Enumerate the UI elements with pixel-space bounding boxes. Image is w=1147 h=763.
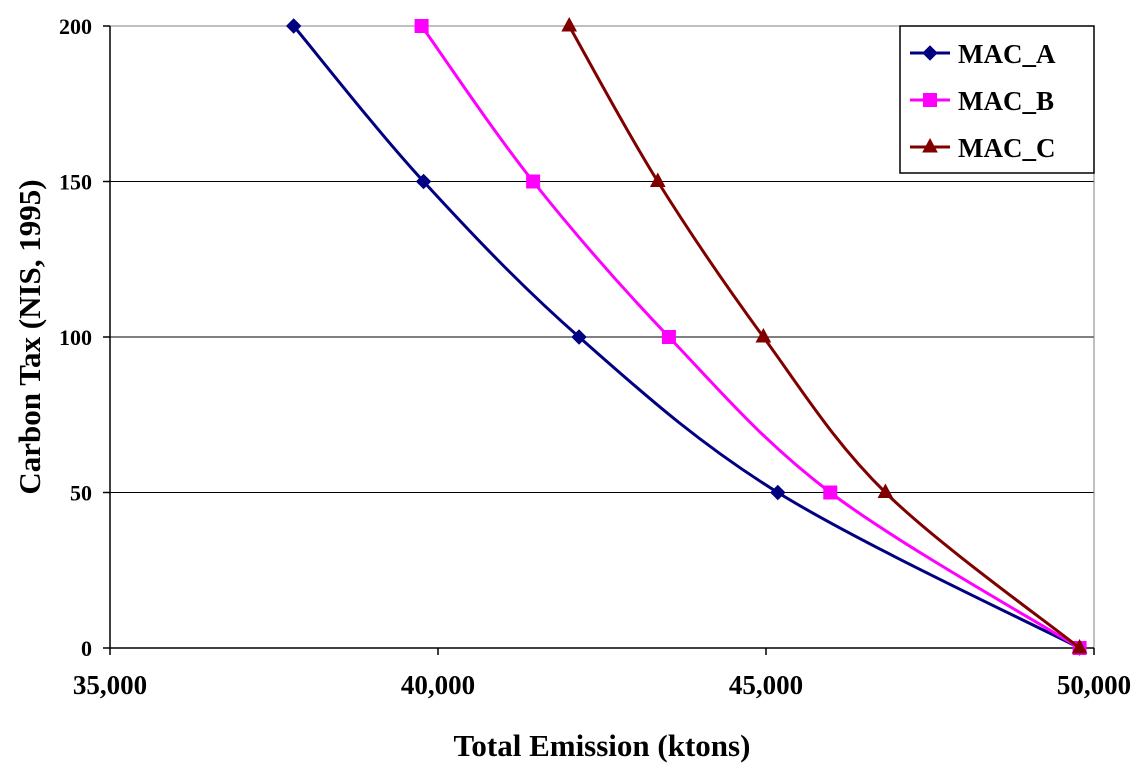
legend-item: MAC_B <box>910 86 1054 116</box>
y-tick-label: 100 <box>59 325 92 350</box>
x-tick-label: 45,000 <box>729 670 803 700</box>
legend-label: MAC_B <box>958 86 1054 116</box>
x-axis-title: Total Emission (ktons) <box>454 728 751 763</box>
legend-item: MAC_A <box>910 39 1056 69</box>
x-tick-label: 50,000 <box>1057 670 1131 700</box>
legend-item: MAC_C <box>910 133 1055 163</box>
legend-marker <box>923 93 937 107</box>
y-tick-label: 200 <box>59 14 92 39</box>
legend-marker <box>922 45 938 61</box>
x-tick-label: 35,000 <box>73 670 147 700</box>
y-tick-label: 0 <box>81 636 92 661</box>
data-point <box>661 330 676 344</box>
data-point <box>649 172 666 187</box>
y-tick-label: 150 <box>59 170 92 195</box>
data-point <box>561 16 578 32</box>
data-point <box>755 327 772 343</box>
y-axis-title: Carbon Tax (NIS, 1995) <box>12 179 47 494</box>
y-tick-label: 50 <box>70 481 92 506</box>
data-point <box>1071 638 1088 654</box>
data-point <box>415 173 432 190</box>
series-line <box>292 25 1081 650</box>
data-point <box>526 174 541 189</box>
legend: MAC_A MAC_B MAC_C <box>899 25 1095 174</box>
series-line <box>420 25 1081 650</box>
data-point <box>823 485 838 500</box>
data-point <box>285 18 302 34</box>
series-layer <box>285 16 1088 656</box>
legend-marker <box>922 137 938 153</box>
legend-label: MAC_A <box>958 39 1056 69</box>
series-mac-c <box>561 16 1088 654</box>
x-tick-label: 40,000 <box>401 670 475 700</box>
data-point <box>770 484 786 501</box>
x-axis-ticks: 35,000 40,000 45,000 50,000 <box>73 648 1131 700</box>
y-axis-ticks: 0 50 100 150 200 <box>59 14 110 661</box>
data-point <box>877 483 894 498</box>
data-point <box>571 329 587 345</box>
data-point <box>414 19 429 33</box>
series-mac-b <box>414 19 1087 655</box>
legend-label: MAC_C <box>958 133 1055 163</box>
